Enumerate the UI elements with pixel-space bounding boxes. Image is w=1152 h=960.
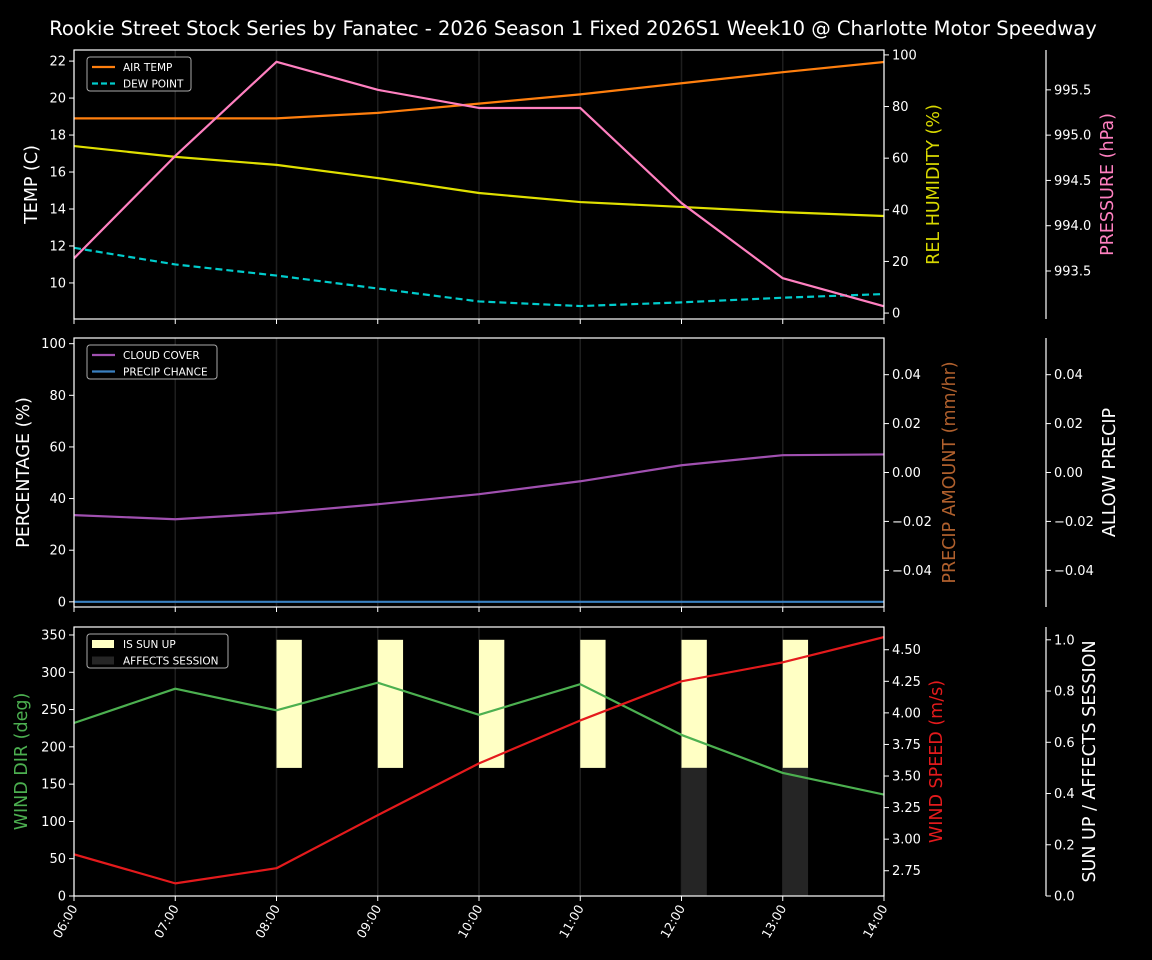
series-line-y2-2 — [74, 144, 884, 218]
legend-label: AIR TEMP — [123, 62, 172, 74]
y-tick-label: 100 — [41, 337, 66, 352]
y2-tick-label: 0.02 — [892, 417, 921, 432]
y-tick-label: 60 — [49, 440, 66, 455]
y3-tick-label: 0.4 — [1054, 787, 1075, 802]
plot-area — [74, 60, 884, 308]
y2-tick-label: 4.25 — [892, 675, 921, 690]
panel-3: 06:00 07:00 08:00 09:00 10:00 11:00 12:00 13:00… — [12, 626, 1100, 941]
y3-tick-label: 0.0 — [1054, 890, 1075, 905]
legend-swatch — [92, 656, 114, 665]
y3-tick-label: 1.0 — [1054, 633, 1075, 648]
sun-up-bar — [377, 639, 404, 768]
y2-axis-label: WIND SPEED (m/s) — [927, 680, 947, 843]
figure-title: Rookie Street Stock Series by Fanatec - … — [49, 17, 1097, 40]
y3-tick-label: −0.04 — [1054, 564, 1094, 579]
series-line-y3-3 — [74, 60, 884, 308]
y2-tick-label: 100 — [892, 48, 917, 63]
y-tick-label: 250 — [41, 703, 66, 718]
y3-axis-label: ALLOW PRECIP — [1100, 408, 1120, 537]
y2-tick-label: 40 — [892, 203, 909, 218]
y3-tick-label: 0.02 — [1054, 417, 1083, 432]
y-tick-label: 50 — [49, 852, 66, 867]
y-tick-label: 20 — [49, 544, 66, 559]
y2-tick-label: 80 — [892, 100, 909, 115]
legend: CLOUD COVER PRECIP CHANCE — [86, 344, 218, 380]
series-line-y2-1 — [74, 636, 884, 885]
legend-label: AFFECTS SESSION — [123, 656, 219, 668]
y2-tick-label: 3.25 — [892, 801, 921, 816]
y-tick-label: 16 — [49, 166, 66, 181]
y3-tick-label: 995.5 — [1054, 83, 1091, 98]
y2-tick-label: 3.50 — [892, 770, 921, 785]
y-tick-label: 300 — [41, 666, 66, 681]
y-tick-label: 100 — [41, 815, 66, 830]
y2-tick-label: 60 — [892, 152, 909, 167]
y3-tick-label: 995.0 — [1054, 129, 1091, 144]
y3-tick-label: 993.5 — [1054, 264, 1091, 279]
series-line-cloud-cover — [74, 453, 884, 521]
y-axis-label: PERCENTAGE (%) — [14, 397, 34, 548]
y3-tick-label: 0.04 — [1054, 368, 1083, 383]
y-tick-label: 18 — [49, 129, 66, 144]
y-tick-label: 80 — [49, 389, 66, 404]
y-tick-label: 0 — [58, 595, 66, 610]
y-tick-label: 40 — [49, 492, 66, 507]
y2-tick-label: 0.00 — [892, 466, 921, 481]
y2-tick-label: 4.50 — [892, 643, 921, 658]
y-tick-label: 0 — [58, 890, 66, 905]
y2-axis-label: REL HUMIDITY (%) — [924, 104, 944, 265]
y3-tick-label: 0.6 — [1054, 736, 1075, 751]
y-axis-label: TEMP (C) — [22, 145, 42, 225]
affects-session-bar — [782, 767, 809, 896]
y3-tick-label: 0.00 — [1054, 466, 1083, 481]
legend: AIR TEMP DEW POINT — [86, 56, 192, 92]
y-tick-label: 150 — [41, 778, 66, 793]
sun-up-bar — [479, 639, 505, 768]
y-axis-label: WIND DIR (deg) — [12, 693, 32, 831]
y2-tick-label: 0 — [892, 307, 900, 322]
y2-tick-label: 3.75 — [892, 738, 921, 753]
y2-tick-label: 3.00 — [892, 833, 921, 848]
panel-2: 0 20 40 60 80 100 PERCENTAGE (%) −0.04 −0.02 0.00… — [14, 337, 1120, 612]
legend-box — [86, 344, 218, 380]
y-tick-label: 12 — [49, 239, 66, 254]
series-line-dew-point — [74, 246, 884, 308]
legend-label: CLOUD COVER — [123, 350, 200, 362]
y2-tick-label: −0.02 — [892, 515, 932, 530]
y2-tick-label: 4.00 — [892, 706, 921, 721]
y2-tick-label: 2.75 — [892, 864, 921, 879]
affects-session-bar — [681, 767, 707, 896]
sun-up-bar — [681, 639, 707, 768]
y-tick-label: 200 — [41, 740, 66, 755]
plot-area — [74, 453, 884, 603]
y3-axis-label: PRESSURE (hPa) — [1098, 113, 1118, 256]
y3-tick-label: 0.8 — [1054, 685, 1075, 700]
y-tick-label: 350 — [41, 628, 66, 643]
legend-label: PRECIP CHANCE — [123, 367, 208, 379]
y3-tick-label: 994.0 — [1054, 219, 1091, 234]
legend-box — [86, 633, 229, 669]
y3-axis-label: SUN UP / AFFECTS SESSION — [1080, 640, 1100, 882]
y3-tick-label: 0.2 — [1054, 838, 1075, 853]
legend-label: IS SUN UP — [123, 639, 176, 651]
y2-tick-label: 20 — [892, 255, 909, 270]
series-line-y-0 — [74, 681, 884, 796]
y2-axis-label: PRECIP AMOUNT (mm/hr) — [940, 361, 960, 583]
series-line-air-temp — [74, 60, 884, 120]
legend-swatch — [92, 640, 114, 648]
legend-label: DEW POINT — [123, 79, 184, 91]
y-tick-label: 14 — [49, 202, 66, 217]
y-tick-label: 22 — [49, 55, 66, 70]
y3-tick-label: 994.5 — [1054, 174, 1091, 189]
plot-area — [74, 636, 884, 896]
y3-tick-label: −0.02 — [1054, 515, 1094, 530]
y2-tick-label: 0.04 — [892, 368, 921, 383]
legend: IS SUN UP AFFECTS SESSION — [86, 633, 229, 669]
panel-1: 10 12 14 16 18 20 22 TEMP (C) 0 20 40 60 80 100 REL HU… — [22, 48, 1118, 324]
y-tick-label: 10 — [49, 276, 66, 291]
y2-tick-label: −0.04 — [892, 564, 932, 579]
y-tick-label: 20 — [49, 92, 66, 107]
sun-up-bar — [580, 639, 606, 768]
